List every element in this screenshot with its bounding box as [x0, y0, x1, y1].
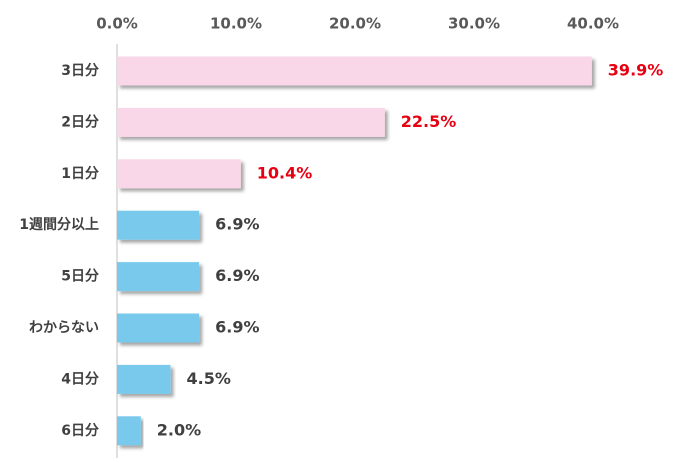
bar: [117, 364, 171, 394]
category-label: わからない: [29, 320, 99, 336]
x-tick-label: 10.0%: [210, 15, 262, 33]
bar: [117, 313, 200, 343]
bar: [117, 56, 592, 86]
category-label: 6日分: [61, 423, 99, 439]
bar: [117, 159, 241, 189]
category-label: 1日分: [61, 166, 99, 182]
data-label: 2.0%: [157, 420, 201, 439]
data-label: 4.5%: [187, 369, 231, 388]
x-tick-label: 20.0%: [329, 15, 381, 33]
category-label: 2日分: [61, 114, 99, 130]
x-axis-ticks: 0.0% 10.0% 20.0% 30.0% 40.0%: [96, 15, 619, 33]
bar: [117, 262, 200, 292]
x-tick-label: 0.0%: [96, 15, 138, 33]
data-label: 39.9%: [608, 61, 664, 80]
bar: [117, 416, 141, 446]
data-label: 10.4%: [257, 163, 313, 182]
category-label: 3日分: [61, 63, 99, 79]
value-labels: 39.9% 22.5% 10.4% 6.9% 6.9% 6.9% 4.5% 2.0%: [157, 61, 664, 440]
bar: [117, 210, 200, 240]
category-label: 1週間分以上: [19, 217, 99, 233]
x-tick-label: 40.0%: [567, 15, 619, 33]
data-label: 22.5%: [401, 112, 457, 131]
bars: [117, 56, 592, 446]
data-label: 6.9%: [215, 318, 259, 337]
data-label: 6.9%: [215, 215, 259, 234]
bar: [117, 107, 385, 137]
data-label: 6.9%: [215, 266, 259, 285]
x-tick-label: 30.0%: [448, 15, 500, 33]
category-label: 5日分: [61, 269, 99, 285]
category-label: 4日分: [61, 371, 99, 387]
